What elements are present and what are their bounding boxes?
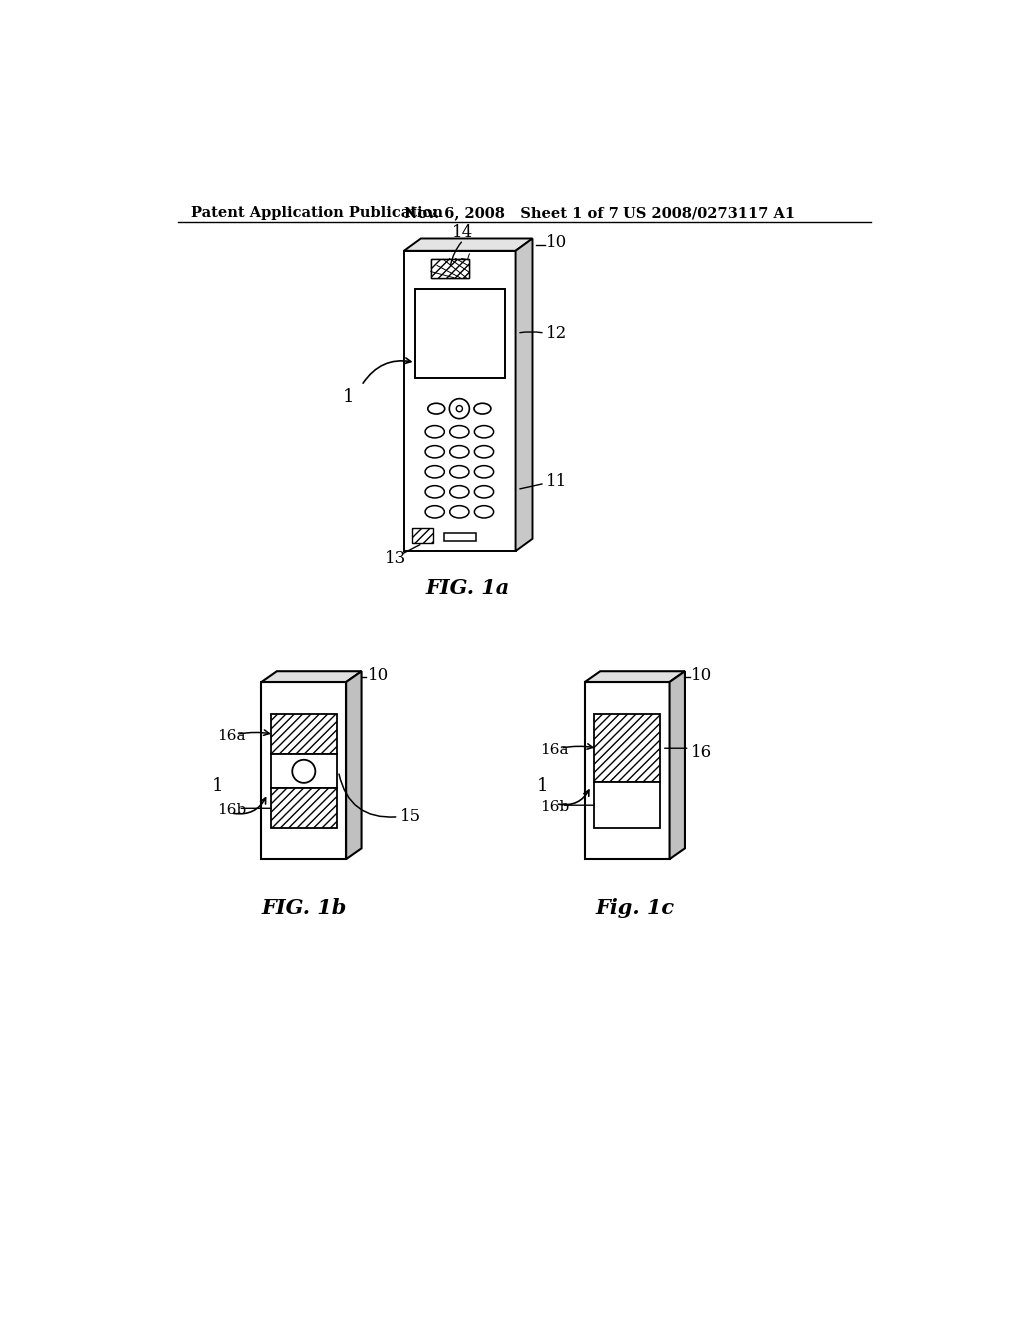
Text: Nov. 6, 2008   Sheet 1 of 7: Nov. 6, 2008 Sheet 1 of 7 xyxy=(403,206,618,220)
Bar xyxy=(431,259,469,277)
Circle shape xyxy=(450,399,469,418)
Bar xyxy=(270,788,337,829)
Text: 1: 1 xyxy=(538,777,549,795)
Ellipse shape xyxy=(428,404,444,414)
Bar xyxy=(594,714,660,781)
Ellipse shape xyxy=(474,486,494,498)
Ellipse shape xyxy=(474,506,494,517)
Ellipse shape xyxy=(450,506,469,517)
Bar xyxy=(261,682,346,859)
Ellipse shape xyxy=(425,425,444,438)
Bar xyxy=(594,781,660,829)
Ellipse shape xyxy=(474,404,490,414)
Ellipse shape xyxy=(474,446,494,458)
Text: 10: 10 xyxy=(368,667,389,684)
Ellipse shape xyxy=(474,466,494,478)
Text: 11: 11 xyxy=(547,474,567,490)
Bar xyxy=(431,259,469,277)
Ellipse shape xyxy=(425,486,444,498)
Bar xyxy=(585,682,670,859)
Ellipse shape xyxy=(425,446,444,458)
Circle shape xyxy=(457,405,463,412)
Text: 16b: 16b xyxy=(541,800,569,813)
Ellipse shape xyxy=(425,506,444,517)
Text: 16a: 16a xyxy=(217,729,246,743)
Polygon shape xyxy=(585,671,685,682)
Text: Fig. 1c: Fig. 1c xyxy=(595,898,675,917)
Polygon shape xyxy=(403,239,532,251)
Bar xyxy=(444,533,476,541)
Text: 1: 1 xyxy=(342,388,354,407)
Text: FIG. 1a: FIG. 1a xyxy=(426,578,510,598)
Polygon shape xyxy=(670,671,685,859)
Ellipse shape xyxy=(450,486,469,498)
Text: US 2008/0273117 A1: US 2008/0273117 A1 xyxy=(624,206,796,220)
Text: 13: 13 xyxy=(385,550,406,568)
Ellipse shape xyxy=(474,425,494,438)
Text: 15: 15 xyxy=(400,808,421,825)
Text: 12: 12 xyxy=(547,325,567,342)
Text: 10: 10 xyxy=(691,667,713,684)
Polygon shape xyxy=(515,239,532,552)
Text: 16a: 16a xyxy=(541,743,568,756)
Bar xyxy=(403,251,515,552)
Text: Patent Application Publication: Patent Application Publication xyxy=(190,206,442,220)
Text: 1: 1 xyxy=(211,777,223,795)
Text: 10: 10 xyxy=(547,234,567,251)
Bar xyxy=(415,289,505,378)
Text: 14: 14 xyxy=(452,224,473,240)
Circle shape xyxy=(292,760,315,783)
Text: 16: 16 xyxy=(691,743,713,760)
Ellipse shape xyxy=(450,466,469,478)
Ellipse shape xyxy=(450,425,469,438)
Polygon shape xyxy=(346,671,361,859)
Text: FIG. 1b: FIG. 1b xyxy=(261,898,346,917)
Bar xyxy=(270,714,337,755)
Ellipse shape xyxy=(450,446,469,458)
Bar xyxy=(412,528,433,544)
Ellipse shape xyxy=(425,466,444,478)
Bar xyxy=(270,755,337,788)
Polygon shape xyxy=(261,671,361,682)
Text: 16b: 16b xyxy=(217,803,246,817)
